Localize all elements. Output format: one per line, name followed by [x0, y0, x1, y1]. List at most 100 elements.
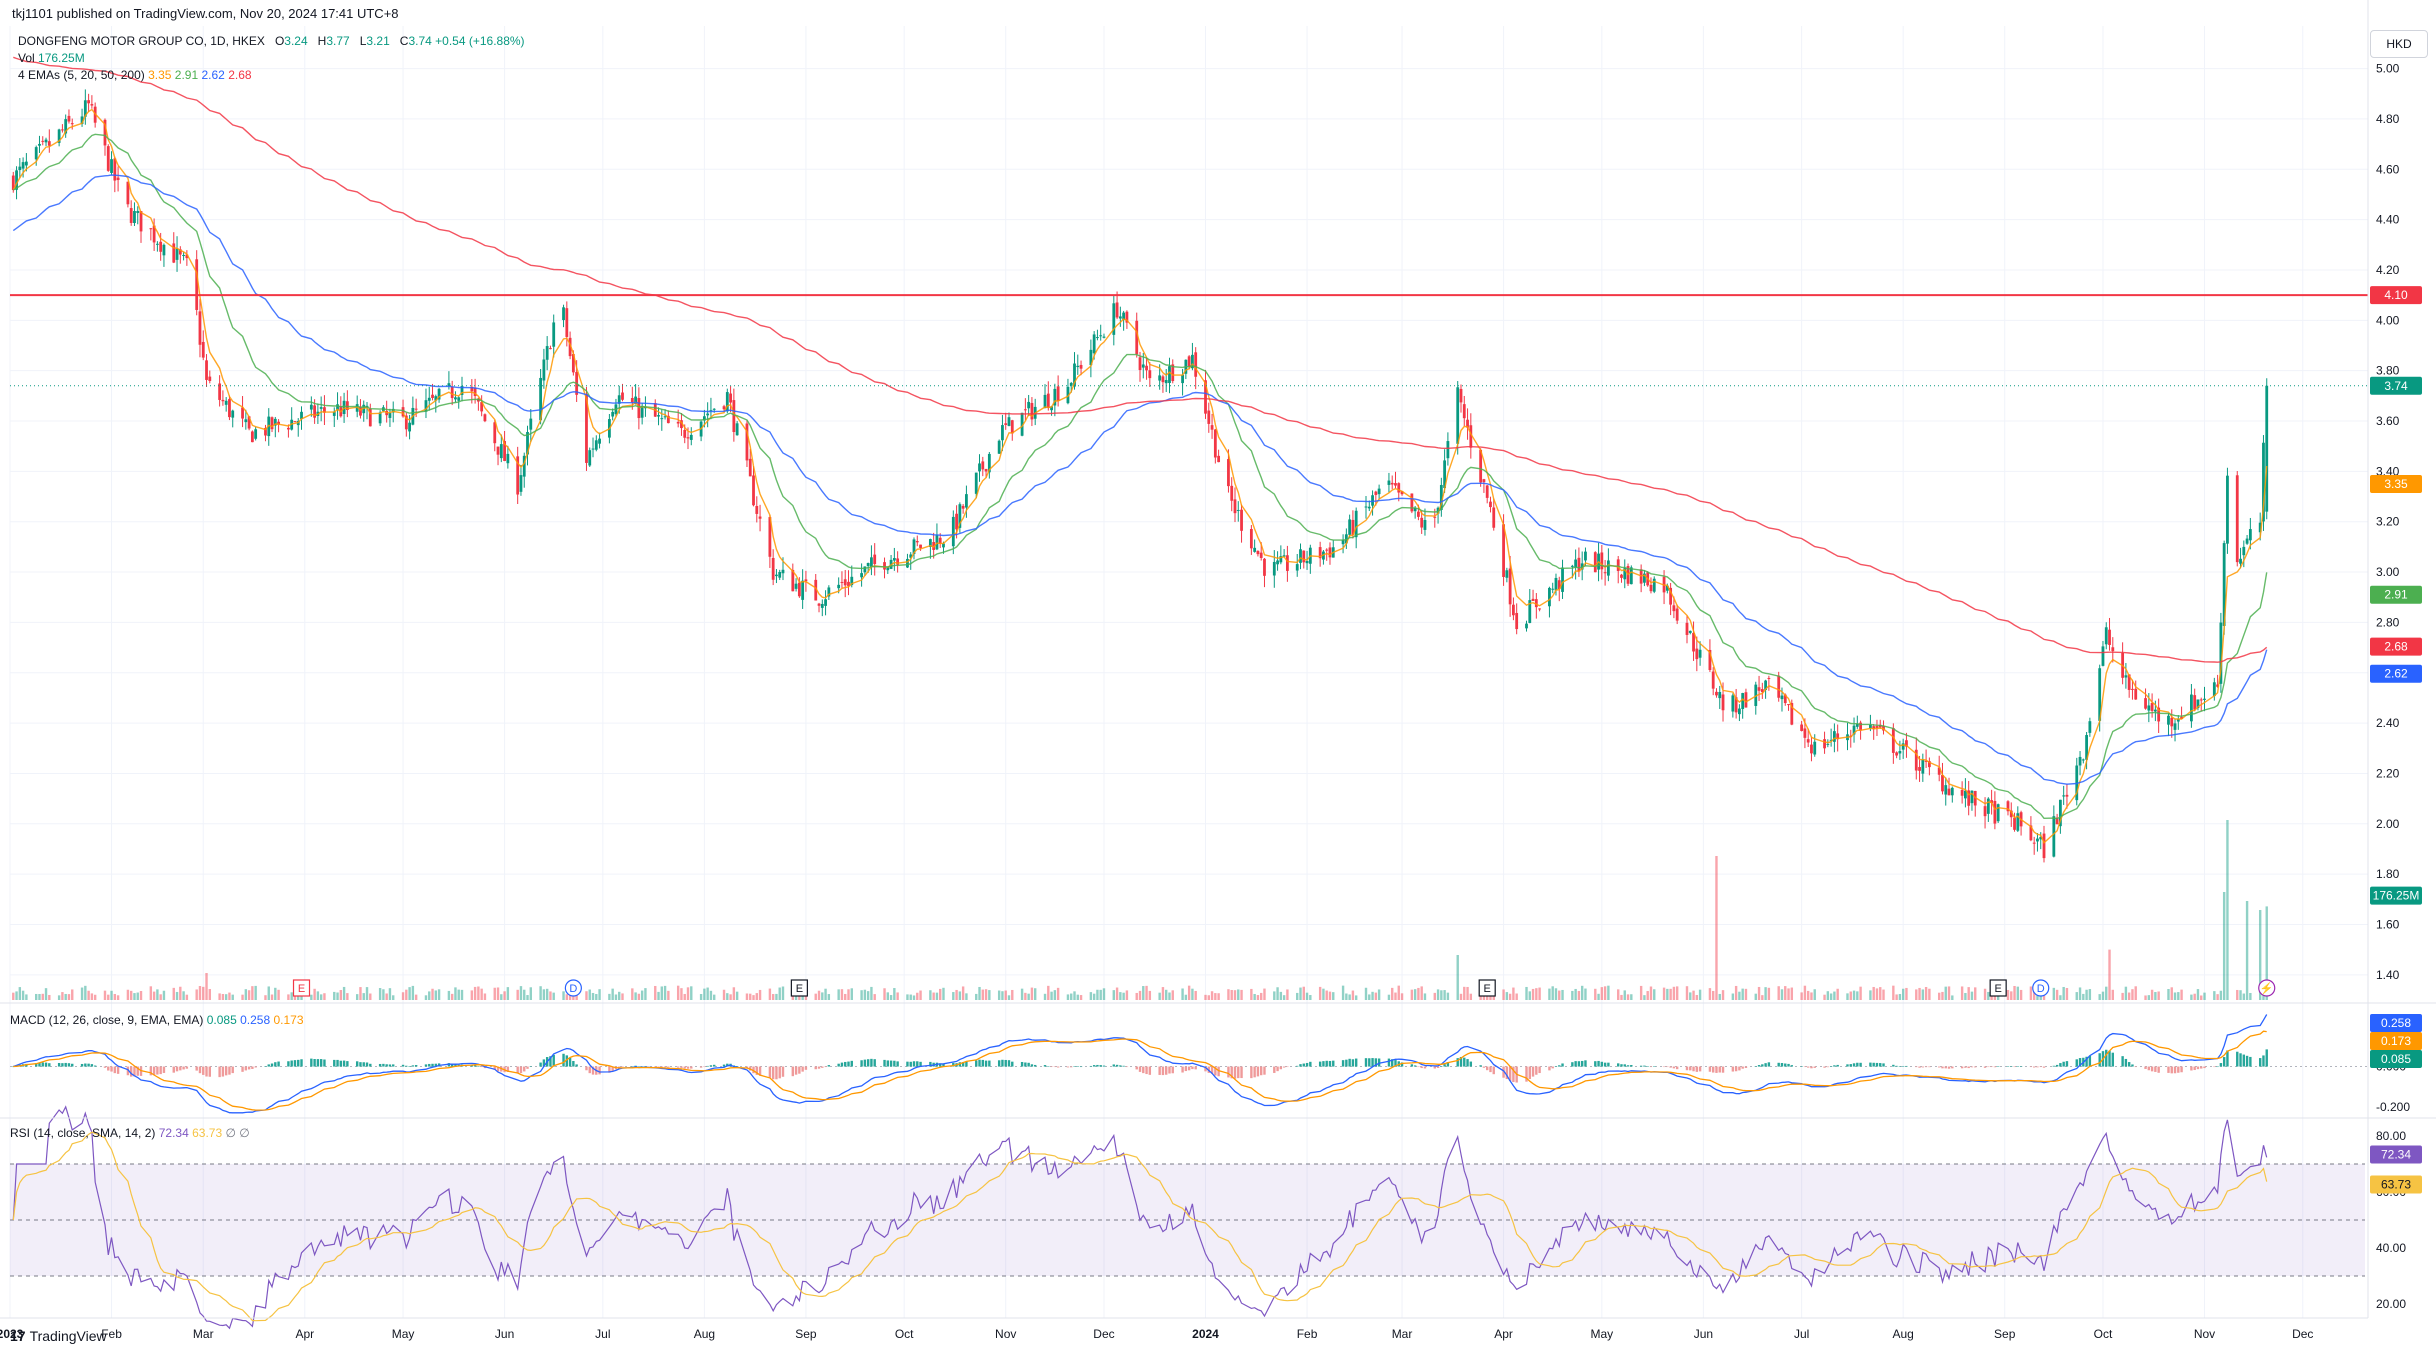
macd-hist-bar — [1574, 1061, 1577, 1067]
candle-body — [529, 418, 533, 430]
macd-hist-bar — [293, 1060, 297, 1067]
candle-body — [172, 243, 176, 263]
candle-body — [152, 225, 156, 243]
volume-bar — [67, 994, 71, 1000]
volume-bar — [182, 991, 185, 1000]
volume-bar — [683, 993, 686, 1000]
candle-body — [388, 412, 392, 418]
volume-bar — [2236, 989, 2239, 1000]
candle-body — [1423, 519, 1427, 530]
volume-bar — [1348, 994, 1351, 1000]
volume-bar — [1698, 989, 1702, 1000]
volume-bar — [1096, 989, 1099, 1000]
candle-body — [1285, 555, 1289, 571]
candle-body — [1256, 550, 1260, 555]
volume-bar — [1240, 989, 1243, 1000]
ema-legend[interactable]: 4 EMAs (5, 20, 50, 200) 3.35 2.91 2.62 2… — [18, 68, 252, 82]
candle-body — [503, 441, 506, 461]
macd-hist-bar — [523, 1066, 526, 1072]
volume-bar — [1960, 986, 1964, 1000]
price-tick-label: 4.20 — [2376, 263, 2400, 277]
event-markers[interactable]: E D E E E D ⚡ — [292, 979, 2276, 997]
macd-hist-bar — [1299, 1064, 1302, 1067]
volume-bar — [339, 989, 343, 1000]
volume-bar — [1207, 995, 1210, 1000]
volume-bar — [12, 992, 15, 1000]
macd-hist-bar — [1115, 1064, 1119, 1067]
currency-button[interactable]: HKD — [2370, 30, 2428, 58]
volume-bar — [1600, 987, 1604, 1000]
volume-bar — [267, 986, 270, 1000]
candle-body — [1803, 728, 1807, 738]
candle-body — [1918, 767, 1921, 771]
macd-hist-bar — [929, 1061, 932, 1067]
volume-bar — [1741, 988, 1744, 1000]
macd-hist-bar — [549, 1056, 552, 1067]
candle-body — [457, 397, 461, 401]
candle-body — [1410, 493, 1414, 512]
volume-bar — [614, 994, 618, 1000]
volume-bar — [827, 994, 831, 1000]
volume-bar — [2105, 986, 2108, 1000]
macd-hist-bar — [1777, 1062, 1780, 1067]
volume-bar — [1983, 988, 1987, 1000]
macd-hist-bar — [2010, 1066, 2013, 1067]
svg-text:E: E — [796, 983, 803, 995]
candle-body — [1502, 524, 1505, 577]
tradingview-logo[interactable]: 17 TradingView — [10, 1328, 107, 1344]
symbol-legend[interactable]: DONGFENG MOTOR GROUP CO, 1D, HKEX O3.24 … — [18, 34, 525, 48]
candle-body — [2052, 816, 2056, 857]
volume-bar — [2154, 992, 2157, 1000]
macd-hist-bar — [690, 1066, 693, 1069]
candle-body — [522, 455, 526, 477]
volume-legend[interactable]: Vol 176.25M — [18, 51, 85, 65]
candle-body — [2222, 543, 2226, 626]
candle-body — [231, 410, 235, 418]
volume-bar — [241, 994, 244, 1000]
candle-body — [1118, 316, 1122, 319]
volume-bar — [1921, 989, 1925, 1000]
candle-body — [683, 430, 687, 438]
ema20-value: 2.91 — [174, 68, 199, 82]
macd-hist-bar — [1754, 1066, 1757, 1067]
volume-bar — [152, 991, 156, 1000]
candle-body — [241, 407, 244, 419]
macd-hist-bar — [804, 1066, 808, 1070]
volume-bar — [25, 994, 28, 1000]
candle-body — [1204, 380, 1207, 414]
candle-body — [1826, 743, 1830, 745]
macd-legend[interactable]: MACD (12, 26, close, 9, EMA, EMA) 0.085 … — [10, 1013, 304, 1027]
volume-bar — [706, 987, 709, 1000]
volume-bar — [1882, 989, 1885, 1000]
volume-bar — [2131, 989, 2134, 1000]
macd-hist-bar — [1354, 1058, 1358, 1067]
volume-bar — [2101, 991, 2105, 1000]
macd-hist-bar — [1485, 1066, 1489, 1071]
macd-hist-bar — [640, 1066, 644, 1067]
candle-body — [1823, 739, 1826, 749]
candle-body — [634, 396, 637, 405]
macd-hist-bar — [2108, 1050, 2111, 1067]
macd-hist-bar — [1558, 1065, 1561, 1067]
candle-body — [424, 400, 428, 412]
price-tick-label: 3.80 — [2376, 364, 2400, 378]
candle-body — [359, 406, 362, 416]
volume-bar — [2249, 992, 2252, 1000]
volume-bar — [2190, 994, 2193, 1000]
macd-line — [13, 1014, 2268, 1114]
macd-hist-bar — [1410, 1064, 1414, 1067]
volume-bar — [1531, 988, 1535, 1000]
candle-body — [1665, 585, 1669, 591]
macd-hist-bar — [247, 1066, 251, 1070]
volume-bar — [300, 995, 303, 1000]
volume-bar — [1515, 993, 1518, 1000]
candle-body — [545, 346, 549, 360]
macd-hist-bar — [110, 1066, 113, 1072]
volume-bar — [1217, 993, 1220, 1000]
macd-hist-bar — [1813, 1066, 1816, 1068]
macd-hist-bar — [699, 1066, 703, 1068]
candle-body — [689, 434, 693, 440]
macd-hist-bar — [1053, 1066, 1057, 1068]
rsi-legend[interactable]: RSI (14, close, SMA, 14, 2) 72.34 63.73 … — [10, 1126, 250, 1140]
